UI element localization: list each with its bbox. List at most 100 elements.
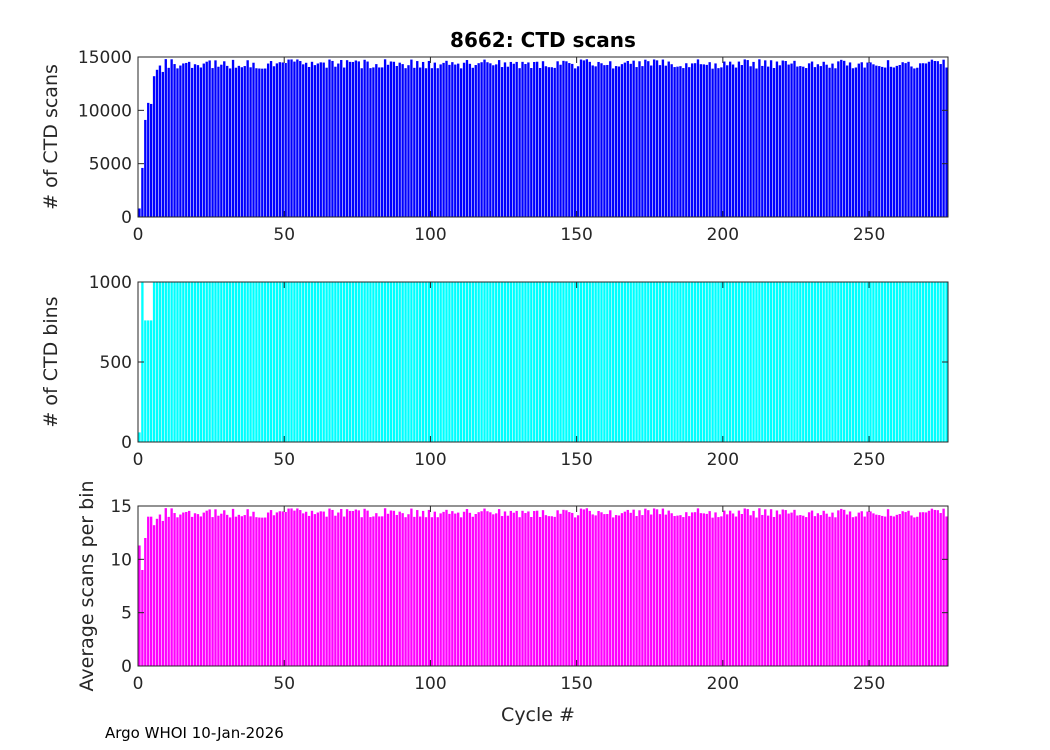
bar [535, 61, 539, 218]
bar [734, 516, 738, 666]
bar [585, 282, 589, 442]
bar [497, 509, 501, 666]
bar [588, 61, 591, 217]
bar [231, 59, 235, 217]
bar [258, 68, 261, 218]
bar [661, 508, 665, 666]
bar [632, 509, 635, 666]
x-tick-label: 50 [273, 225, 295, 245]
bar [904, 63, 907, 217]
bar [495, 513, 498, 666]
bar [766, 515, 770, 666]
bar [138, 432, 141, 442]
bar [755, 517, 758, 666]
bar [840, 508, 843, 666]
bar [155, 282, 159, 442]
bar [266, 63, 270, 217]
bar [576, 515, 580, 666]
bar [921, 512, 925, 666]
bar [161, 520, 165, 666]
bar [886, 509, 890, 666]
bar [553, 516, 556, 666]
bar [574, 282, 577, 442]
bar [149, 516, 153, 666]
bar [404, 68, 407, 218]
bar [363, 282, 366, 442]
bar [550, 516, 553, 666]
bar [606, 64, 609, 217]
bar [620, 64, 624, 217]
bar [711, 517, 714, 666]
bar [395, 514, 398, 666]
bar [793, 282, 796, 442]
bar [468, 512, 472, 666]
bar [717, 68, 720, 218]
bar [383, 59, 387, 217]
bar [641, 282, 644, 442]
bar [392, 510, 396, 666]
bar [416, 61, 419, 217]
bar [635, 516, 638, 666]
bar [410, 508, 413, 666]
bar [886, 282, 890, 442]
bar [869, 62, 872, 217]
bar [442, 62, 445, 217]
bar [313, 65, 317, 217]
bar [828, 516, 831, 666]
bar [930, 508, 934, 666]
bar [644, 282, 647, 442]
bar [351, 61, 355, 218]
bar [170, 59, 173, 217]
bar [214, 60, 217, 217]
bar [655, 509, 659, 666]
bar [617, 515, 621, 666]
x-tick-label: 150 [560, 674, 592, 694]
bar [427, 282, 431, 442]
bar [313, 514, 317, 666]
bar [796, 282, 799, 442]
bar [515, 61, 518, 218]
bar [728, 61, 732, 217]
bar [211, 517, 214, 666]
x-tick-label: 200 [707, 674, 739, 694]
bar [544, 282, 548, 442]
bar [755, 68, 758, 217]
bar [190, 516, 194, 666]
bar [144, 320, 147, 442]
bar [451, 62, 454, 217]
bar [310, 510, 314, 666]
bar [758, 508, 761, 666]
bar [802, 515, 805, 666]
bar [784, 282, 787, 442]
bar [793, 60, 796, 217]
bar [916, 516, 919, 666]
bar [579, 282, 583, 442]
bar [863, 67, 866, 217]
bar [436, 68, 439, 217]
bar [571, 63, 574, 217]
bar [413, 67, 416, 217]
bar [258, 517, 261, 666]
bar [290, 508, 293, 666]
bar [924, 282, 928, 442]
bar [419, 67, 422, 218]
bar [869, 282, 872, 442]
bar [606, 282, 609, 442]
bar [673, 67, 676, 217]
bar [521, 510, 524, 666]
bar [378, 67, 381, 217]
bar [617, 66, 621, 217]
bar [658, 65, 662, 218]
bar [889, 515, 893, 666]
bar [579, 508, 583, 666]
bar [331, 60, 334, 218]
bar [778, 514, 782, 666]
bar [784, 61, 787, 218]
bar [372, 516, 375, 666]
bar [217, 282, 220, 442]
bar [378, 282, 381, 442]
bar [477, 63, 480, 218]
bar [538, 68, 542, 217]
bar [234, 516, 238, 666]
bar [530, 68, 533, 218]
